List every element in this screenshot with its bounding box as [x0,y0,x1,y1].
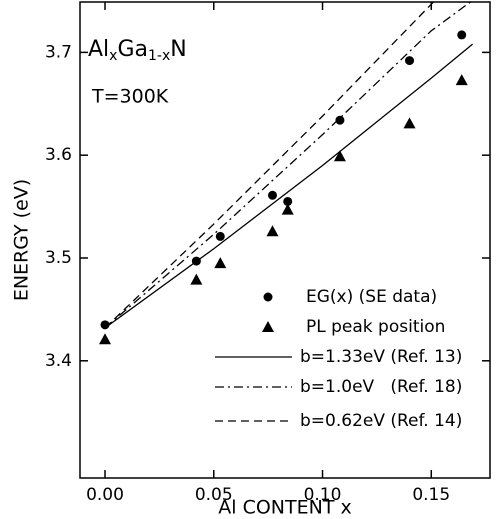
y-tick-label: 3.5 [45,248,72,268]
y-axis-label: ENERGY (eV) [11,179,33,301]
point [267,190,277,200]
x-tick-label: 0.10 [304,485,342,505]
curve [104,1,471,329]
point [333,150,346,162]
legend-label: b=1.0eV (Ref. 18) [300,377,462,397]
legend-label: PL peak position [306,317,445,337]
x-tick-label: 0.15 [412,485,450,505]
legend-label: EG(x) (SE data) [306,287,437,307]
point [190,273,203,285]
y-tick-label: 3.4 [45,351,72,371]
y-tick-label: 3.6 [45,145,72,165]
chart-title: AlxGa1-xN [88,37,187,64]
annotation: T=300K [91,86,169,108]
point [99,333,112,345]
y-tick-label: 3.7 [45,42,72,62]
curve [104,1,434,329]
point [281,203,294,215]
point [335,115,345,125]
curve [104,43,474,329]
point [457,30,467,40]
plot-frame [79,1,491,479]
x-axis-label: Al CONTENT x [218,497,351,519]
x-tick-label: 0.00 [86,485,124,505]
legend-label: b=0.62eV (Ref. 14) [300,411,462,431]
point [405,56,415,66]
point [266,225,279,237]
legend-marker [262,321,274,332]
point [283,196,293,206]
point [214,257,227,269]
legend-label: b=1.33eV (Ref. 13) [300,347,462,367]
point [215,231,225,241]
x-tick-label: 0.05 [195,485,233,505]
point [455,74,468,86]
legend-marker [263,292,273,302]
point [403,117,416,129]
